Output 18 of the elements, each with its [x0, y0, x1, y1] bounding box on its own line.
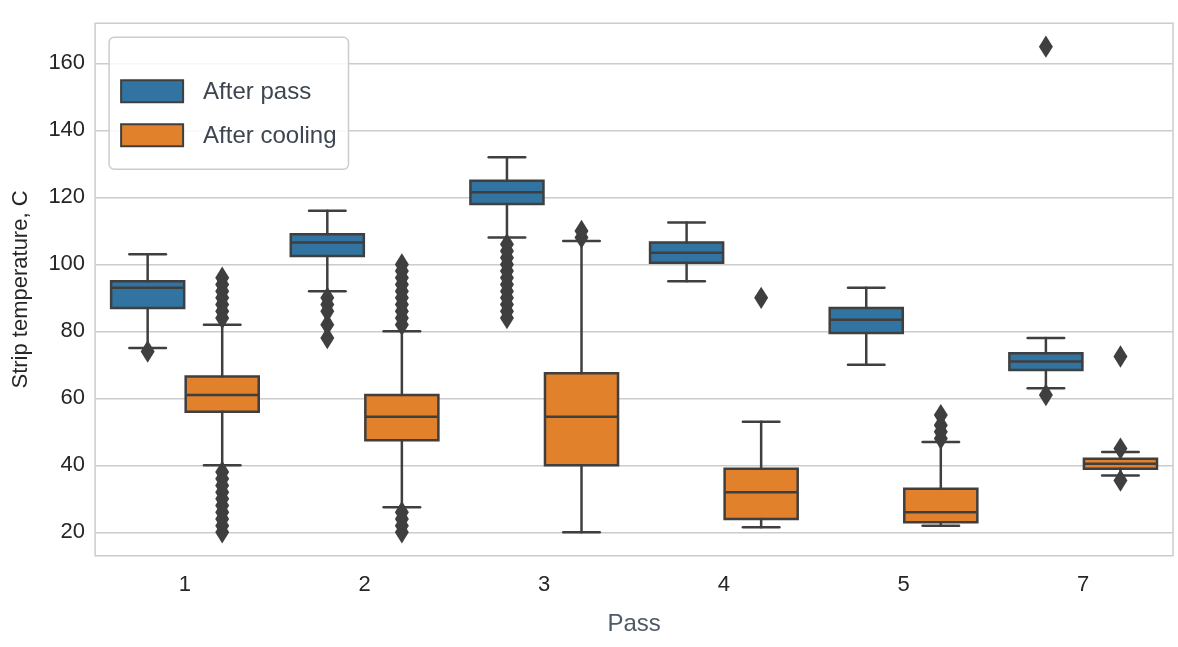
y-tick-label: 60 — [60, 384, 86, 410]
y-tick-label: 160 — [48, 49, 86, 75]
legend-label: After pass — [203, 76, 312, 104]
y-tick-label: 120 — [48, 183, 86, 209]
x-tick-label: 7 — [1077, 571, 1090, 597]
x-axis-title: Pass — [607, 609, 661, 637]
x-tick-label: 2 — [358, 571, 371, 597]
legend-label: After cooling — [203, 120, 337, 148]
x-tick-label: 4 — [717, 571, 730, 597]
y-tick-label: 140 — [48, 116, 86, 142]
x-tick-label: 1 — [178, 571, 192, 597]
y-tick-label: 100 — [48, 250, 86, 276]
y-axis-title: Strip temperature, C — [7, 190, 33, 389]
y-tick-label: 80 — [60, 317, 86, 343]
x-tick-label: 3 — [538, 571, 551, 597]
y-tick-label: 40 — [60, 451, 86, 477]
x-tick-label: 5 — [897, 571, 910, 597]
y-tick-label: 20 — [60, 518, 86, 544]
